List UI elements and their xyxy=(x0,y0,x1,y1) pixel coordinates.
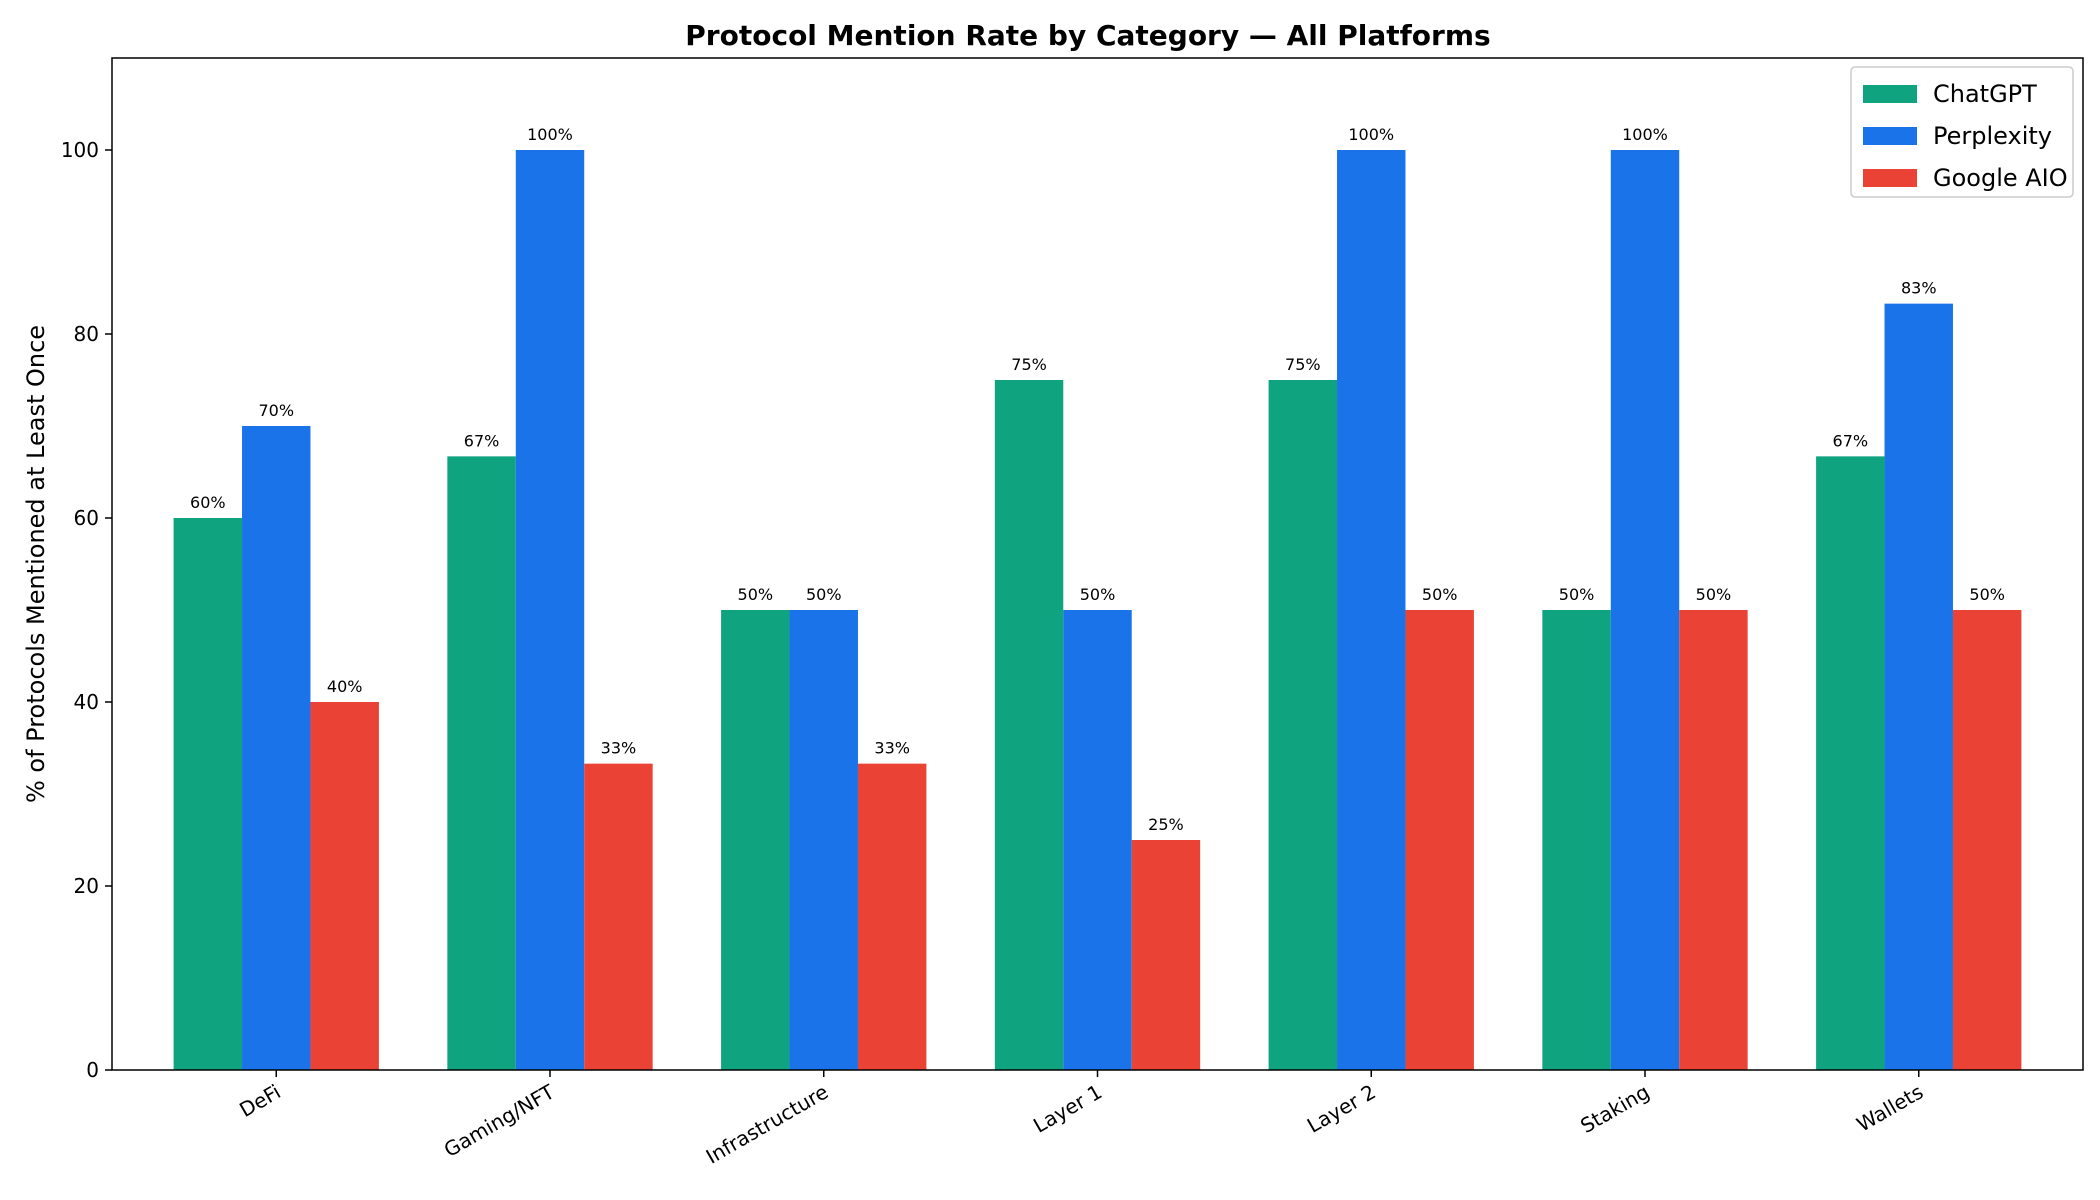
bar-chatgpt-6 xyxy=(1816,456,1885,1070)
bar-perplexity-2 xyxy=(789,610,858,1070)
data-label: 50% xyxy=(1696,585,1732,604)
x-tick-label: Layer 2 xyxy=(1303,1080,1380,1138)
plot-area: 60% 67% 50% 75% 75% 50% 67% 70% 100% 50% 50% 100% 10… xyxy=(61,57,2084,1169)
bar-perplexity-1 xyxy=(515,150,585,1070)
y-axis-label: % of Protocols Mentioned at Least Once xyxy=(22,325,50,803)
bar-google-aio-0 xyxy=(310,702,379,1070)
x-tick-label: Layer 1 xyxy=(1029,1080,1106,1138)
data-label: 67% xyxy=(464,431,500,450)
x-tick-label: Gaming/NFT xyxy=(440,1079,559,1162)
legend-entry-label: Google AIO xyxy=(1933,164,2068,192)
data-label: 50% xyxy=(1422,585,1458,604)
data-label: 33% xyxy=(874,739,910,758)
bar-chatgpt-3 xyxy=(994,380,1064,1070)
legend-entry-label: Perplexity xyxy=(1933,122,2052,150)
data-label: 75% xyxy=(1011,355,1047,374)
legend-swatch-google-aio xyxy=(1863,169,1917,187)
y-tick-label: 100 xyxy=(61,138,99,162)
data-label: 50% xyxy=(806,585,842,604)
x-tick-label: Wallets xyxy=(1853,1080,1928,1137)
data-label: 25% xyxy=(1148,815,1184,834)
x-tick-label: Staking xyxy=(1576,1080,1653,1138)
legend-entry-label: ChatGPT xyxy=(1933,80,2037,108)
data-label: 40% xyxy=(327,677,363,696)
data-label: 100% xyxy=(527,125,573,144)
data-label: 100% xyxy=(1348,125,1394,144)
y-tick-label: 40 xyxy=(74,690,99,714)
bar-chatgpt-4 xyxy=(1268,380,1338,1070)
bar-google-aio-5 xyxy=(1679,610,1748,1070)
bar-chatgpt-0 xyxy=(173,518,243,1070)
data-label: 50% xyxy=(738,585,774,604)
legend-swatch-chatgpt xyxy=(1863,85,1917,103)
bar-perplexity-0 xyxy=(242,426,311,1070)
data-label: 70% xyxy=(258,401,294,420)
bar-google-aio-1 xyxy=(584,763,653,1070)
bar-perplexity-5 xyxy=(1610,150,1680,1070)
y-tick-label: 60 xyxy=(74,506,99,530)
data-label: 67% xyxy=(1833,431,1869,450)
bar-google-aio-6 xyxy=(1952,610,2022,1070)
data-label: 83% xyxy=(1901,279,1937,298)
y-tick-label: 80 xyxy=(74,322,99,346)
data-label: 100% xyxy=(1622,125,1668,144)
x-tick-label: Infrastructure xyxy=(702,1080,833,1169)
legend-swatch-perplexity xyxy=(1863,127,1917,145)
data-label: 75% xyxy=(1285,355,1321,374)
data-label: 33% xyxy=(601,739,637,758)
y-tick-label: 20 xyxy=(74,874,99,898)
bar-perplexity-4 xyxy=(1337,150,1406,1070)
y-tick-label: 0 xyxy=(86,1058,99,1082)
legend: ChatGPT Perplexity Google AIO xyxy=(1850,66,2074,198)
bar-google-aio-2 xyxy=(857,763,927,1070)
data-label: 50% xyxy=(1969,585,2005,604)
data-label: 60% xyxy=(190,493,226,512)
bar-chatgpt-1 xyxy=(447,456,516,1070)
bar-google-aio-4 xyxy=(1405,610,1474,1070)
data-label: 50% xyxy=(1080,585,1116,604)
bar-perplexity-6 xyxy=(1884,303,1953,1070)
chart-title: Protocol Mention Rate by Category — All … xyxy=(685,19,1490,52)
bar-chatgpt-2 xyxy=(721,610,790,1070)
bar-chatgpt-5 xyxy=(1542,610,1611,1070)
data-label: 50% xyxy=(1559,585,1595,604)
bar-google-aio-3 xyxy=(1131,840,1201,1070)
bar-perplexity-3 xyxy=(1063,610,1132,1070)
x-tick-label: DeFi xyxy=(235,1080,285,1122)
